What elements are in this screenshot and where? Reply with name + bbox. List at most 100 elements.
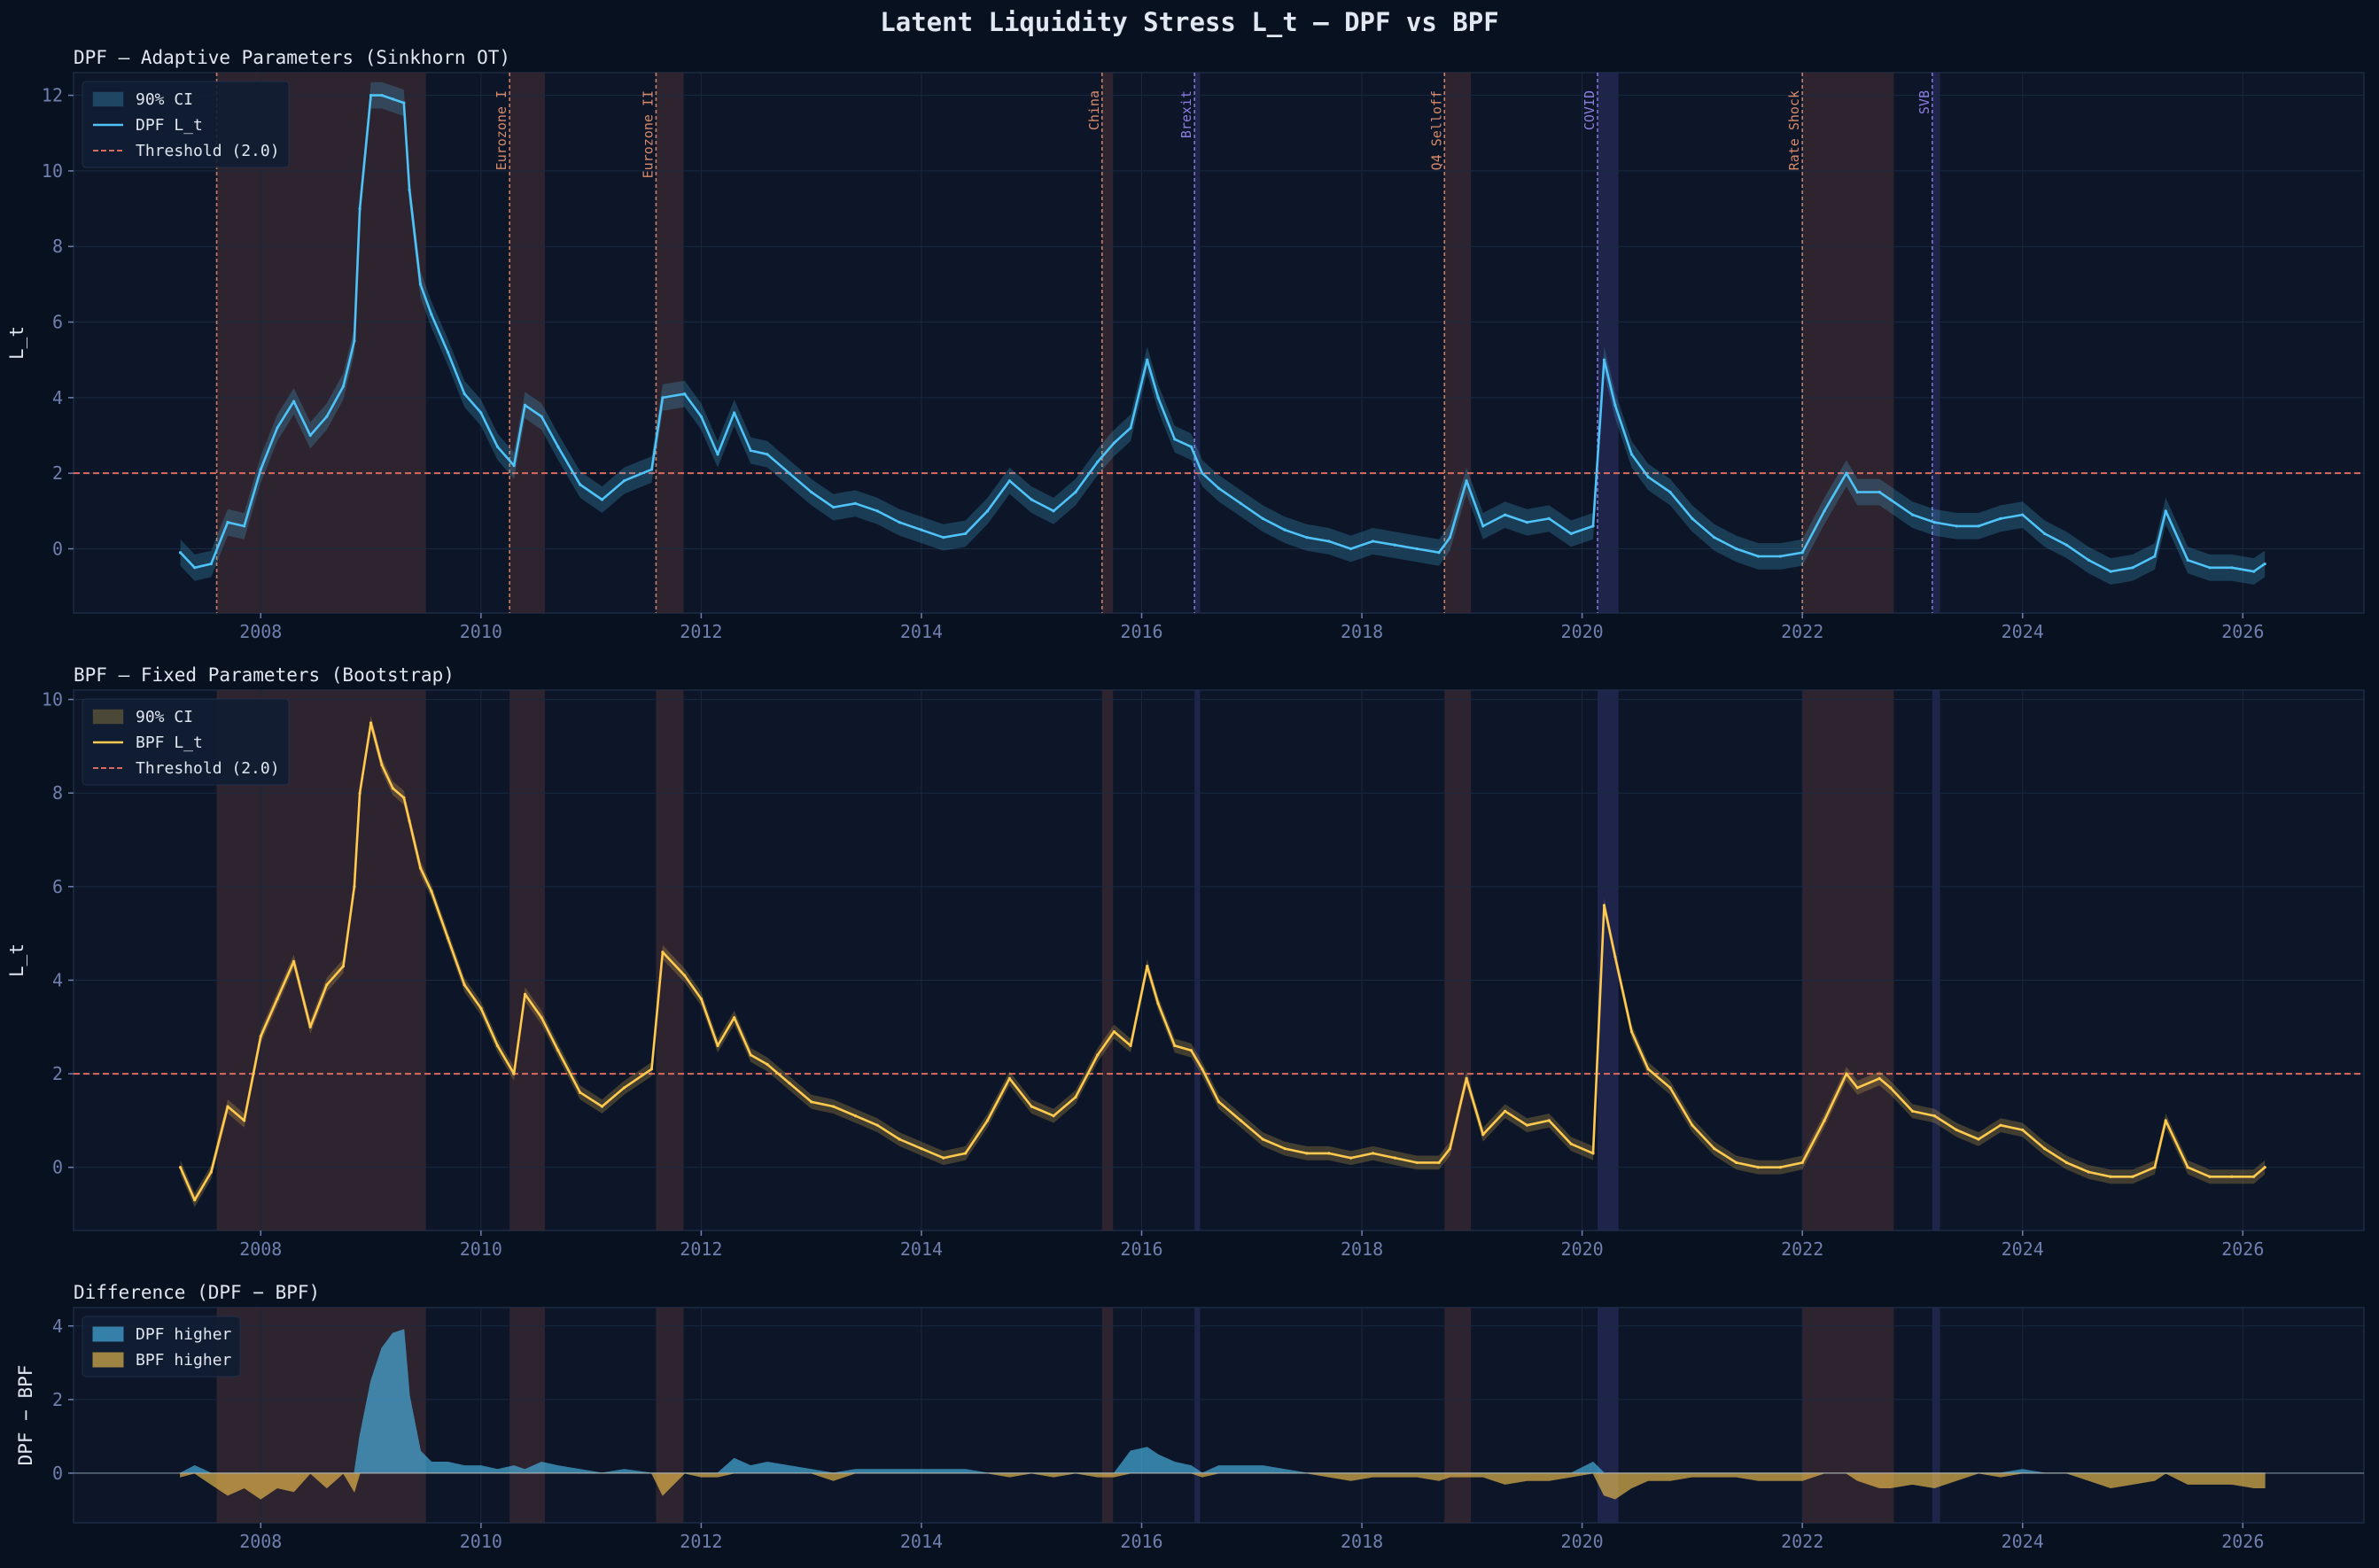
dpf-event-band bbox=[1101, 73, 1114, 613]
bpf-data-point bbox=[1735, 1160, 1738, 1165]
dpf-data-point bbox=[831, 505, 836, 509]
dpf-data-point bbox=[1800, 551, 1804, 555]
bpf-data-point bbox=[733, 1016, 736, 1020]
bpf-data bbox=[178, 716, 2266, 1207]
dpf-event-label: COVID bbox=[1582, 90, 1598, 130]
diff-xtick-label: 2026 bbox=[2221, 1531, 2264, 1552]
dpf-data-point bbox=[579, 483, 582, 486]
bpf-data-point bbox=[920, 1146, 923, 1151]
bpf-event-band bbox=[1444, 690, 1472, 1230]
dpf-ci-band bbox=[180, 82, 2266, 585]
bpf-data-point bbox=[1569, 1142, 1573, 1145]
dpf-data-point bbox=[495, 445, 500, 448]
bpf-data-point bbox=[1007, 1076, 1011, 1080]
diff-xtick-label: 2020 bbox=[1561, 1531, 1604, 1552]
dpf-data-point bbox=[1668, 490, 1672, 494]
bpf-data-point bbox=[898, 1137, 901, 1141]
dpf-title: DPF — Adaptive Parameters (Sinkhorn OT) bbox=[74, 47, 510, 68]
bpf-data-point bbox=[2087, 1170, 2090, 1174]
bpf-ci-band bbox=[180, 716, 2266, 1207]
dpf-series-line bbox=[179, 94, 2266, 573]
diff-xtick-label: 2016 bbox=[1120, 1531, 1162, 1552]
bpf-data-point bbox=[1910, 1109, 1915, 1113]
dpf-data-point bbox=[1327, 539, 1331, 543]
bpf-data-point bbox=[2263, 1166, 2266, 1169]
dpf-event-band bbox=[1444, 73, 1472, 613]
dpf-data-point bbox=[446, 351, 450, 354]
dpf-data-point bbox=[259, 468, 262, 471]
bpf-data-point bbox=[1613, 955, 1617, 959]
bpf-data-point bbox=[1129, 1044, 1132, 1047]
dpf-legend-swatch bbox=[92, 91, 124, 107]
diff-legend-label: BPF higher bbox=[136, 1351, 232, 1370]
bpf-data-point bbox=[243, 1119, 246, 1122]
bpf-data-point bbox=[463, 983, 466, 987]
bpf-data-point bbox=[341, 965, 346, 968]
dpf-legend-box bbox=[82, 81, 290, 168]
dpf-event-band bbox=[656, 73, 684, 613]
diff-xtick-label: 2010 bbox=[460, 1531, 502, 1552]
dpf-data-point bbox=[2164, 509, 2167, 513]
bpf-data-point bbox=[1845, 1072, 1848, 1075]
dpf-data-point bbox=[1646, 475, 1650, 479]
diff-xtick-label: 2022 bbox=[1781, 1531, 1823, 1552]
dpf-data-point bbox=[898, 521, 901, 524]
dpf-ytick-label: 8 bbox=[52, 236, 63, 257]
dpf-data-point bbox=[2131, 566, 2134, 570]
dpf-data-point bbox=[1910, 513, 1915, 516]
dpf-event-label: Eurozone I bbox=[494, 90, 509, 170]
dpf-xtick-label: 2026 bbox=[2221, 621, 2264, 642]
bpf-data-point bbox=[430, 889, 433, 893]
bpf-ytick-label: 10 bbox=[42, 689, 63, 710]
bpf-xtick-label: 2020 bbox=[1561, 1238, 1604, 1260]
dpf-data-point bbox=[2263, 562, 2266, 566]
dpf-data-point bbox=[649, 468, 654, 471]
dpf-data-point bbox=[920, 528, 923, 532]
bpf-data-point bbox=[649, 1067, 654, 1071]
dpf-data-point bbox=[1889, 498, 1893, 501]
dpf-data-point bbox=[1052, 509, 1055, 513]
bpf-data-point bbox=[1437, 1160, 1441, 1165]
dpf-ytick-label: 0 bbox=[52, 538, 63, 559]
dpf-data-point bbox=[1096, 460, 1100, 463]
bpf-data-point bbox=[2230, 1175, 2234, 1178]
dpf-data-point bbox=[1305, 536, 1309, 539]
dpf-panel: Eurozone I Eurozone II China Brexit Q4 Sello… bbox=[6, 47, 2365, 642]
bpf-xtick-label: 2012 bbox=[680, 1238, 722, 1260]
dpf-data-point bbox=[2153, 555, 2157, 558]
dpf-data-point bbox=[1217, 486, 1221, 490]
dpf-data-point bbox=[788, 471, 791, 475]
bpf-data-point bbox=[193, 1199, 197, 1202]
dpf-data-point bbox=[942, 536, 945, 539]
bpf-data-point bbox=[1112, 1029, 1116, 1034]
dpf-data-point bbox=[408, 188, 411, 191]
dpf-xtick-label: 2018 bbox=[1341, 621, 1383, 642]
dpf-data-point bbox=[402, 101, 406, 105]
bpf-data-point bbox=[1823, 1119, 1826, 1122]
bpf-data-point bbox=[853, 1114, 857, 1118]
bpf-xtick-label: 2024 bbox=[2002, 1238, 2044, 1260]
dpf-data-point bbox=[1823, 509, 1826, 513]
bpf-data-point bbox=[1074, 1095, 1077, 1099]
bpf-data-point bbox=[622, 1086, 626, 1090]
diff-panel: 2008 2010 2012 2014 2016 2018 2020 2022 2024 2026… bbox=[15, 1282, 2365, 1552]
bpf-legend-label: Threshold (2.0) bbox=[136, 759, 280, 778]
dpf-data-point bbox=[430, 313, 433, 316]
bpf-data-point bbox=[1305, 1152, 1309, 1155]
dpf-legend-label: 90% CI bbox=[136, 90, 193, 109]
dpf-data-point bbox=[1074, 490, 1077, 494]
dpf-data-point bbox=[1415, 547, 1419, 551]
dpf-data-point bbox=[243, 524, 246, 528]
dpf-data-point bbox=[1146, 358, 1149, 361]
bpf-data-point bbox=[308, 1025, 312, 1029]
bpf-data-point bbox=[523, 992, 527, 996]
bpf-data-point bbox=[1591, 1152, 1595, 1155]
bpf-data-point bbox=[1189, 1049, 1193, 1052]
dpf-data-point bbox=[1735, 547, 1738, 551]
bpf-data-point bbox=[2021, 1128, 2025, 1132]
bpf-data-point bbox=[579, 1091, 582, 1094]
dpf-data-point bbox=[1547, 516, 1551, 520]
bpf-data-point bbox=[1999, 1123, 2002, 1127]
diff-event-band bbox=[1194, 1308, 1201, 1523]
diff-xtick-label: 2018 bbox=[1341, 1531, 1383, 1552]
